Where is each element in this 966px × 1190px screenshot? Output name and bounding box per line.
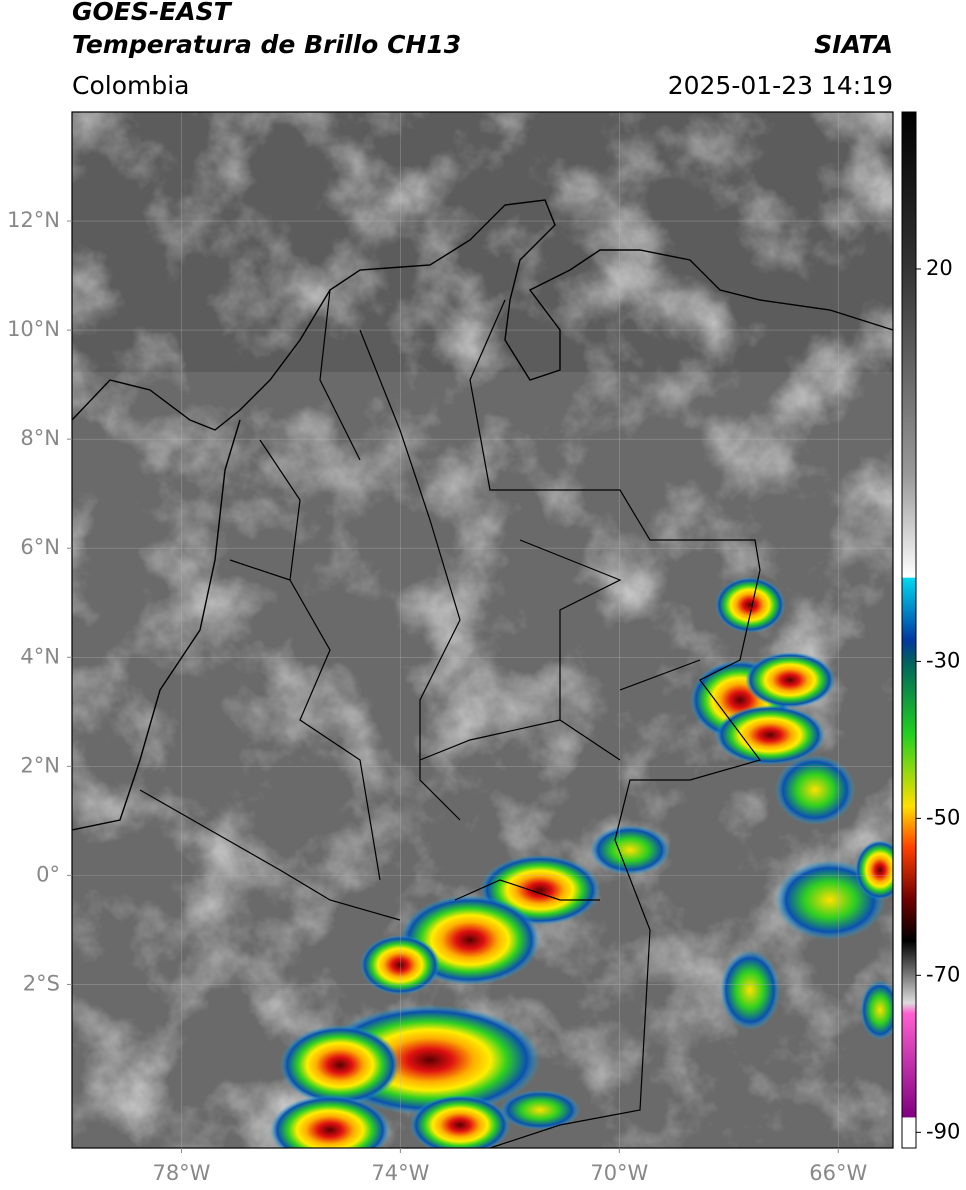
coastline-pacific [72, 419, 241, 831]
map-image [72, 112, 893, 1148]
storm-cells [270, 577, 893, 1148]
internal-borders [229, 289, 701, 901]
colorbar-tick-label: -50 [926, 805, 960, 829]
coastline [72, 199, 893, 431]
y-tick-label: 8°N [20, 426, 60, 450]
x-tick-label: 66°W [809, 1161, 867, 1185]
y-tick-label: 12°N [7, 208, 60, 232]
colorbar-tick-label: -30 [926, 648, 960, 672]
colorbar-tick-label: 20 [926, 256, 953, 280]
colorbar-tick-label: -90 [926, 1119, 960, 1143]
y-tick-label: 4°N [20, 644, 60, 668]
map-frame [71, 111, 894, 1149]
x-tick-label: 74°W [371, 1161, 429, 1185]
y-tick-label: 0° [36, 862, 60, 886]
colombia-border [139, 299, 762, 1148]
x-tick-label: 78°W [152, 1161, 210, 1185]
colorbar-tick-label: -70 [926, 962, 960, 986]
subtitle: Temperatura de Brillo CH13 [72, 30, 461, 59]
y-tick-label: 2°N [20, 753, 60, 777]
title: GOES-EAST [72, 0, 233, 26]
source: SIATA [814, 30, 893, 59]
colorbar [901, 111, 917, 1149]
y-tick-label: 2°S [23, 971, 60, 995]
region: Colombia [72, 71, 189, 100]
y-tick-label: 10°N [7, 317, 60, 341]
x-tick-label: 70°W [590, 1161, 648, 1185]
y-tick-label: 6°N [20, 535, 60, 559]
datetime: 2025-01-23 14:19 [668, 71, 893, 100]
